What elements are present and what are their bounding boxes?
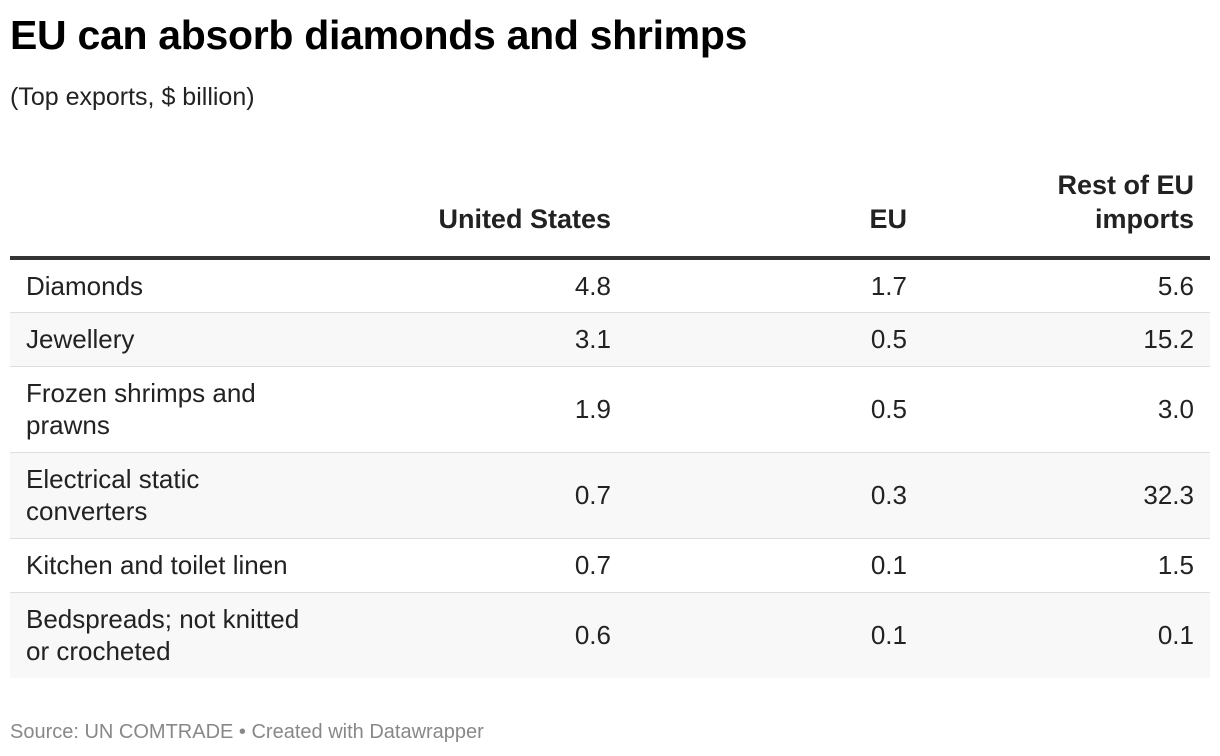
cell-united-states: 0.6 (340, 592, 627, 678)
row-label-text: Diamonds (26, 270, 144, 301)
cell-rest-of-eu-imports: 0.1 (923, 592, 1210, 678)
cell-united-states: 0.7 (340, 538, 627, 593)
row-label-text: Kitchen and toilet linen (26, 550, 288, 580)
cell-rest-of-eu-imports: 15.2 (923, 312, 1210, 367)
row-label: Diamonds (10, 258, 340, 313)
cell-eu: 0.5 (627, 366, 923, 453)
cell-rest-of-eu-imports: 3.0 (923, 366, 1210, 453)
cell-united-states: 0.7 (340, 452, 627, 539)
table-header-row: United States EU Rest of EU imports (10, 160, 1210, 260)
row-label: Jewellery (10, 312, 340, 367)
table-row: Kitchen and toilet linen 0.7 0.1 1.5 (10, 538, 1210, 593)
column-header-eu: EU (627, 160, 923, 260)
row-label: Bedspreads; not knitted or crocheted (10, 592, 340, 678)
data-table-container: United States EU Rest of EU imports Diam… (10, 160, 1210, 678)
row-label: Kitchen and toilet linen (10, 538, 340, 593)
cell-rest-of-eu-imports: 5.6 (923, 258, 1210, 313)
chart-subtitle: (Top exports, $ billion) (10, 83, 255, 111)
row-label: Electrical static converters (10, 452, 340, 539)
column-header-rest-of-eu-imports: Rest of EU imports (923, 160, 1210, 260)
cell-united-states: 3.1 (340, 312, 627, 367)
chart-title: EU can absorb diamonds and shrimps (10, 12, 748, 58)
data-table: United States EU Rest of EU imports Diam… (10, 160, 1210, 678)
source-note: Source: UN COMTRADE • Created with Dataw… (10, 721, 484, 743)
cell-united-states: 4.8 (340, 258, 627, 313)
cell-rest-of-eu-imports: 32.3 (923, 452, 1210, 539)
cell-united-states: 1.9 (340, 366, 627, 453)
table-row: Frozen shrimps and prawns 1.9 0.5 3.0 (10, 366, 1210, 453)
column-header-rest-of-eu-imports-text: Rest of EU imports (1057, 170, 1194, 234)
cell-eu: 1.7 (627, 258, 923, 313)
row-label-text: Bedspreads; not knitted or crocheted (26, 604, 300, 667)
table-row: Jewellery 3.1 0.5 15.2 (10, 312, 1210, 367)
column-header-united-states: United States (340, 160, 627, 260)
cell-eu: 0.1 (627, 592, 923, 678)
table-row: Bedspreads; not knitted or crocheted 0.6… (10, 592, 1210, 678)
row-label-text: Jewellery (26, 324, 135, 354)
row-label-text: Electrical static converters (26, 464, 200, 526)
column-header-label (10, 160, 340, 260)
cell-eu: 0.1 (627, 538, 923, 593)
row-label-text: Frozen shrimps and prawns (26, 378, 256, 440)
cell-eu: 0.5 (627, 312, 923, 367)
row-label: Frozen shrimps and prawns (10, 366, 340, 453)
table-row: Diamonds 4.8 1.7 5.6 (10, 258, 1210, 313)
cell-rest-of-eu-imports: 1.5 (923, 538, 1210, 593)
table-row: Electrical static converters 0.7 0.3 32.… (10, 452, 1210, 539)
cell-eu: 0.3 (627, 452, 923, 539)
